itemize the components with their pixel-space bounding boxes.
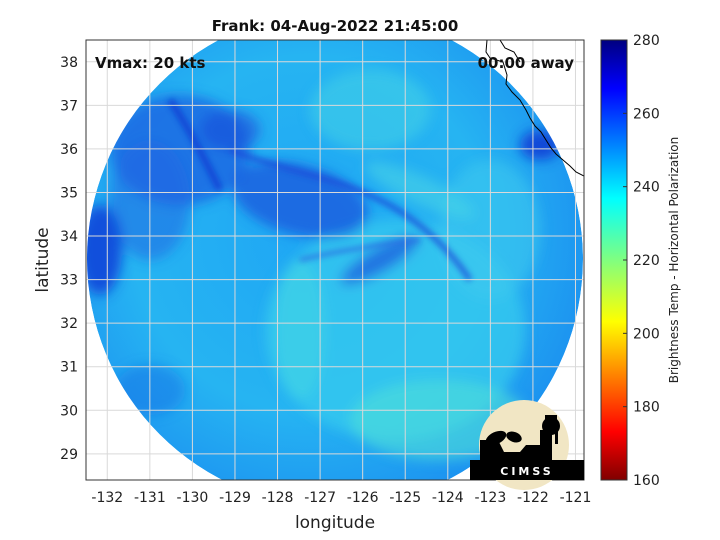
grid-lines: [86, 40, 584, 480]
colorbar: 160 180 200 220 240 260 280 Brightness Temp - …: [600, 33, 681, 489]
x-tick-label: -123: [474, 490, 506, 506]
x-tick-label: -128: [262, 490, 294, 506]
y-tick-label: 37: [60, 98, 78, 114]
y-tick-label: 35: [60, 185, 78, 201]
x-tick-label: -122: [517, 490, 549, 506]
coastline: [485, 40, 584, 177]
time-away-annotation: 00:00 away: [478, 54, 575, 72]
y-tick-label: 34: [60, 229, 78, 245]
cimss-logo-text: CIMSS: [500, 465, 553, 478]
x-tick-label: -127: [304, 490, 336, 506]
x-tick-label: -126: [347, 490, 379, 506]
plot-frame: [85, 39, 585, 481]
colorbar-tick-label: 220: [633, 253, 660, 269]
cimss-logo: CIMSS: [470, 400, 584, 490]
colorbar-tick-label: 280: [633, 33, 660, 49]
y-tick-label: 30: [60, 403, 78, 419]
colorbar-tick-label: 200: [633, 326, 660, 342]
colorbar-tick-labels: 160 180 200 220 240 260 280: [623, 33, 660, 489]
brightness-temp-swath: [87, 40, 583, 480]
x-tick-label: -124: [432, 490, 464, 506]
vmax-annotation: Vmax: 20 kts: [95, 54, 205, 72]
x-axis-label: longitude: [295, 513, 375, 533]
y-tick-label: 31: [60, 360, 78, 376]
x-tick-label: -121: [560, 490, 592, 506]
y-tick-labels: 29 30 31 32 33 34 35 36 37 38: [60, 55, 78, 463]
colorbar-tick-label: 260: [633, 106, 660, 122]
y-tick-label: 36: [60, 142, 78, 158]
x-tick-label: -131: [134, 490, 166, 506]
y-tick-label: 29: [60, 447, 78, 463]
colorbar-tick-label: 240: [633, 180, 660, 196]
y-tick-label: 32: [60, 316, 78, 332]
y-axis-label: latitude: [33, 227, 53, 292]
x-tick-label: -125: [389, 490, 421, 506]
chart-title: Frank: 04-Aug-2022 21:45:00: [212, 17, 459, 35]
colorbar-tick-label: 160: [633, 473, 660, 489]
colorbar-label: Brightness Temp - Horizontal Polarizatio…: [667, 137, 681, 384]
x-tick-labels: -132 -131 -130 -129 -128 -127 -126 -125 -124 -123…: [91, 490, 591, 506]
y-tick-label: 38: [60, 55, 78, 71]
x-tick-label: -132: [91, 490, 123, 506]
x-tick-label: -129: [219, 490, 251, 506]
colorbar-tick-label: 180: [633, 400, 660, 416]
y-tick-label: 33: [60, 273, 78, 289]
x-tick-label: -130: [177, 490, 209, 506]
